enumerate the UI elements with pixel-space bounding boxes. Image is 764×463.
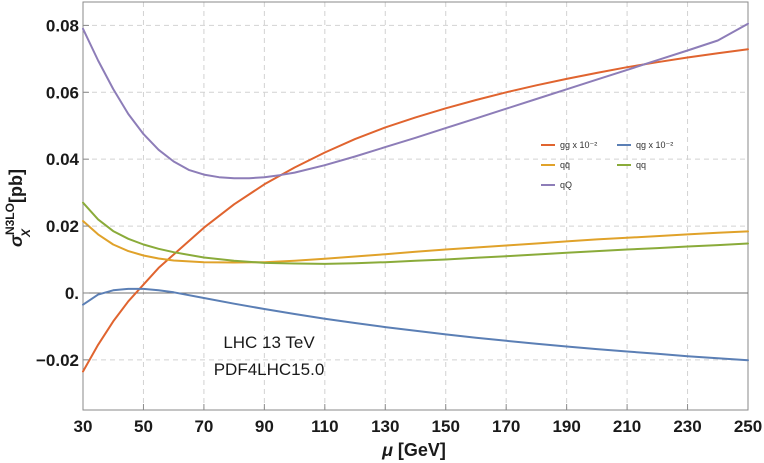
y-axis-label-main: σ [6,234,26,247]
y-tick-label: 0.06 [46,83,79,102]
y-axis-label: σN3LO X [pb] [3,169,33,247]
series-line-2 [82,220,749,264]
x-tick-label: 250 [734,417,762,436]
x-tick-label: 50 [134,417,153,436]
x-tick-label: 170 [492,417,520,436]
x-tick-label: 150 [432,417,460,436]
x-tick-label: 190 [552,417,580,436]
y-tick-label: 0.02 [46,217,79,236]
y-axis-label-sup: N3LO [3,203,17,235]
plot-frame [82,1,749,411]
x-tick-label: 70 [194,417,213,436]
axis-ticks: 30 50 70 90 110 130 150 170 190 210 230 250−0.020.0… [36,16,762,436]
x-tick-label: 110 [311,417,338,436]
series-line-1 [82,287,749,362]
annotation-pdf-set: PDF4LHC15.0 [214,360,325,379]
x-tick-label: 230 [673,417,701,436]
x-tick-label: 130 [371,417,399,436]
y-tick-label: 0.04 [46,150,80,169]
legend-label-1: qg x 10⁻² [636,140,673,150]
annotation-collider: LHC 13 TeV [223,333,315,352]
y-axis-label-unit: [pb] [6,169,26,203]
plot-border [82,1,749,411]
x-tick-label: 210 [613,417,641,436]
legend-label-2: qq̄ [560,160,570,170]
series-line-0 [82,48,749,373]
y-axis-label-sub: X [19,228,33,238]
series-lines [82,22,749,373]
series-line-4 [82,22,749,180]
x-tick-label: 90 [255,417,274,436]
x-axis-label-unit: [GeV] [393,440,446,460]
x-tick-label: 30 [74,417,93,436]
legend-label-3: qq [636,160,646,170]
y-tick-label: −0.02 [36,351,79,370]
y-tick-label: 0. [65,284,79,303]
legend: gg x 10⁻² qg x 10⁻² qq̄ qq qQ [541,140,673,190]
x-axis-label-symbol: μ [381,440,393,460]
legend-label-4: qQ [560,180,572,190]
y-tick-label: 0.08 [46,16,79,35]
x-axis-label: μ [GeV] [381,440,446,460]
series-line-3 [82,201,749,265]
legend-label-0: gg x 10⁻² [560,140,597,150]
